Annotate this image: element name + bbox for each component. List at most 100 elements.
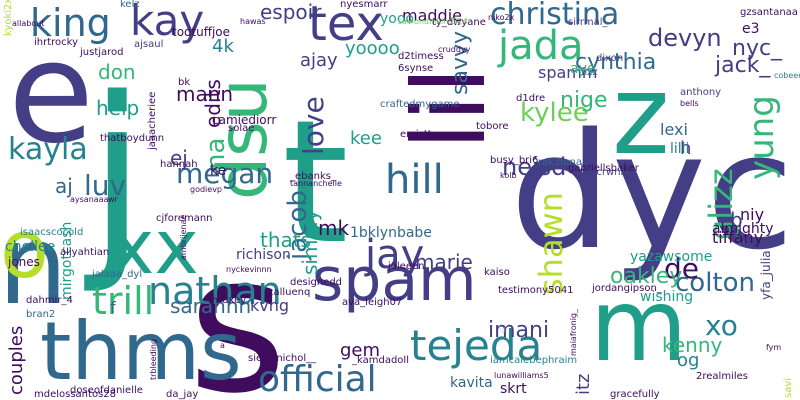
word: e bbox=[8, 12, 95, 175]
word: official bbox=[258, 359, 377, 400]
word: nizz bbox=[578, 67, 598, 78]
word: doseofdanielle bbox=[70, 385, 143, 396]
word: wishing bbox=[640, 289, 694, 305]
word: gzsantanaa bbox=[740, 7, 798, 18]
word: kelz bbox=[120, 0, 140, 10]
word: jalaaa_dyl bbox=[92, 269, 143, 280]
word: calluenq bbox=[268, 287, 311, 298]
word: g bbox=[500, 325, 506, 334]
word: kayla bbox=[8, 132, 88, 167]
word: wr bbox=[108, 195, 118, 204]
word: almighty bbox=[712, 221, 774, 237]
word: kolb bbox=[500, 171, 517, 180]
word: kay bbox=[130, 0, 205, 45]
word: busy_bri6 bbox=[490, 155, 539, 166]
word: saviondinkins524 bbox=[398, 17, 468, 26]
word: imani bbox=[488, 318, 550, 343]
word: dyc bbox=[510, 98, 795, 285]
word: nige bbox=[560, 88, 608, 113]
word: thatboydunn bbox=[100, 133, 165, 144]
word: designedd bbox=[290, 277, 343, 288]
word: kaiso bbox=[484, 267, 510, 278]
word: thats bbox=[260, 228, 312, 252]
word: ihrtrocky bbox=[34, 37, 79, 48]
word: oakley bbox=[610, 264, 683, 289]
word: ava_leigh07 bbox=[342, 297, 403, 308]
word: hannah bbox=[160, 159, 198, 170]
word: yoooo bbox=[345, 38, 400, 59]
word: hawas bbox=[240, 17, 266, 26]
word: luv bbox=[84, 169, 127, 202]
word: nyesmarr bbox=[340, 0, 388, 10]
word: cjforemann bbox=[156, 213, 213, 224]
word: ajay bbox=[300, 50, 338, 71]
word: yooo bbox=[380, 11, 414, 27]
word: m bbox=[590, 267, 688, 384]
word: iamcalebephraim bbox=[490, 355, 578, 366]
word: _kamdadoll bbox=[352, 355, 409, 366]
word: dahmir_4 bbox=[26, 295, 73, 306]
word: da_jay bbox=[166, 389, 199, 400]
word: xx bbox=[110, 203, 199, 291]
word: jack_ bbox=[715, 53, 771, 78]
word: mdelossantos28 bbox=[34, 389, 116, 400]
word: jordangipson_ bbox=[592, 283, 662, 294]
word: gabriellsbaker bbox=[568, 163, 639, 174]
word: spam bbox=[312, 245, 477, 315]
word: anthony bbox=[680, 87, 722, 98]
word: jaaacheriee bbox=[147, 91, 158, 150]
word: aliyahtian bbox=[60, 247, 110, 258]
word: cruddyy bbox=[438, 45, 471, 54]
word: maddie bbox=[402, 6, 462, 25]
word: devyn bbox=[648, 24, 722, 52]
word: gracefully bbox=[610, 389, 660, 400]
word: thecrwnn bbox=[580, 167, 627, 178]
word: savi bbox=[783, 377, 794, 398]
word: e3 bbox=[742, 21, 760, 37]
word: 2realmiles bbox=[696, 371, 748, 382]
word: savvy bbox=[448, 30, 473, 95]
word: spamm bbox=[538, 63, 598, 82]
word: n bbox=[0, 201, 68, 329]
word: jay bbox=[365, 232, 425, 278]
word: tex bbox=[308, 0, 384, 52]
word: niko2x bbox=[488, 13, 515, 22]
word: d2timess bbox=[398, 51, 444, 62]
word: sarahhh bbox=[170, 294, 252, 318]
word: isaacscocold bbox=[20, 227, 84, 238]
word: justjarod bbox=[80, 47, 124, 58]
word: j bbox=[88, 52, 147, 297]
word: rak3luna bbox=[538, 157, 582, 168]
word: 1bklynbabe bbox=[350, 225, 432, 241]
word: testimony5041 bbox=[498, 285, 574, 296]
word: tannanchelle bbox=[290, 179, 342, 188]
word: jada bbox=[498, 23, 584, 69]
word: kvng bbox=[250, 296, 290, 315]
word: f bbox=[110, 298, 116, 317]
word: skrt bbox=[500, 381, 527, 397]
word: megan bbox=[176, 157, 274, 190]
word: _ebanks_ bbox=[290, 171, 336, 182]
word: ajsaul bbox=[134, 39, 164, 50]
word: espoir bbox=[260, 0, 322, 24]
word: tejeda bbox=[410, 321, 543, 370]
word: o bbox=[0, 203, 49, 296]
word: nathan bbox=[148, 269, 282, 313]
word: kavita bbox=[450, 375, 493, 391]
word: solae bbox=[228, 123, 255, 134]
word: p bbox=[738, 228, 749, 247]
word: nyckevinnn bbox=[226, 265, 272, 274]
word: ej bbox=[170, 146, 188, 170]
word: bells bbox=[680, 99, 699, 108]
word: maiafronig_ bbox=[569, 308, 578, 356]
word: dixon bbox=[596, 53, 624, 64]
word: b bbox=[730, 208, 743, 232]
word: kylee bbox=[520, 98, 589, 128]
word: love bbox=[297, 96, 330, 155]
word: camiediorr bbox=[212, 113, 277, 127]
word: t bbox=[282, 84, 349, 282]
word: thms bbox=[40, 305, 242, 398]
word: chellee bbox=[5, 239, 56, 255]
word: kenny bbox=[662, 333, 723, 357]
word: bran2 bbox=[26, 309, 56, 320]
